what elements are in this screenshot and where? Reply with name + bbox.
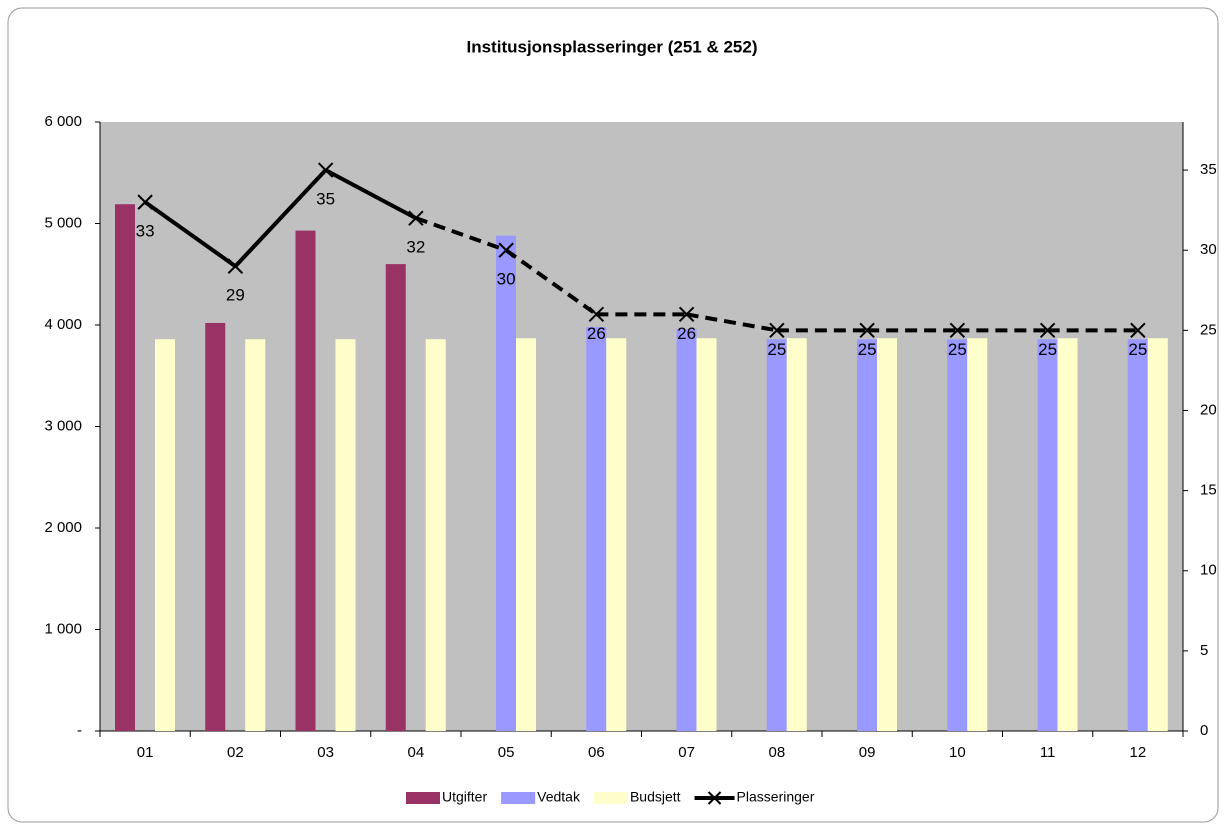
x-tick-label: 03	[317, 744, 334, 761]
x-tick-label: 04	[408, 744, 425, 761]
y-tick-label: 1 000	[44, 620, 82, 637]
data-label: 26	[587, 324, 606, 343]
y2-tick-label: 5	[1200, 642, 1208, 659]
legend-swatch	[406, 792, 440, 804]
plot-area	[100, 122, 1183, 731]
bar	[425, 339, 446, 731]
bar	[786, 338, 807, 731]
data-label: 30	[497, 270, 516, 289]
legend-swatch	[501, 792, 536, 804]
bar	[877, 338, 897, 731]
bar	[155, 339, 175, 731]
line-segment	[686, 312, 778, 333]
x-tick-label: 10	[949, 744, 966, 761]
y-tick-label: 5 000	[44, 214, 82, 231]
bar	[295, 230, 316, 732]
line-segment	[415, 216, 507, 253]
bar	[205, 322, 226, 731]
x-tick-label: 08	[769, 744, 786, 761]
legend-marker	[707, 791, 722, 805]
bar	[1037, 339, 1058, 731]
bar	[1057, 338, 1078, 731]
data-label: 32	[406, 238, 425, 257]
bar	[766, 339, 787, 731]
bar	[115, 204, 135, 732]
data-label: 33	[136, 222, 155, 241]
bar	[496, 235, 516, 731]
line-marker	[1130, 322, 1146, 339]
chart-title: Institusjonsplasseringer (251 & 252)	[467, 37, 758, 56]
line-marker	[498, 242, 514, 258]
x-tick-label: 02	[227, 744, 244, 761]
y-tick-label: 2 000	[44, 519, 82, 536]
y2-tick-label: 10	[1200, 562, 1217, 579]
legend-label: Budsjett	[630, 789, 681, 805]
x-tick-label: 12	[1130, 744, 1147, 761]
bar	[947, 339, 968, 731]
line-marker	[137, 194, 153, 210]
data-label: 25	[1128, 340, 1147, 359]
x-tick-label: 06	[588, 744, 605, 761]
x-tick-label: 09	[859, 744, 876, 761]
legend-label: Plasseringer	[737, 789, 815, 805]
line-marker	[408, 210, 424, 226]
y2-tick-label: 20	[1200, 401, 1217, 418]
bar	[1127, 339, 1148, 731]
data-label: 35	[316, 190, 335, 209]
line-marker	[678, 306, 695, 323]
y2-tick-label: 15	[1200, 482, 1217, 499]
bar	[586, 327, 607, 731]
bar	[335, 339, 356, 731]
bar	[606, 338, 627, 731]
data-label: 25	[1038, 340, 1057, 359]
legend-label: Utgifter	[442, 789, 487, 805]
bar	[676, 329, 697, 731]
line-segment	[143, 200, 237, 268]
line-marker	[588, 306, 605, 323]
line-marker	[1039, 322, 1056, 339]
bar	[516, 338, 536, 731]
y-tick-label: 4 000	[44, 316, 82, 333]
x-tick-label: 01	[137, 744, 154, 761]
x-tick-label: 05	[498, 744, 515, 761]
bar	[696, 338, 717, 731]
line-marker	[769, 322, 785, 339]
y2-tick-label: 0	[1200, 722, 1208, 739]
bar	[245, 339, 266, 731]
y-tick-label: -	[77, 722, 82, 739]
line-marker	[859, 322, 875, 339]
line-marker	[227, 258, 244, 274]
y2-tick-label: 30	[1200, 241, 1217, 258]
bar	[1147, 338, 1168, 731]
line-segment	[324, 168, 417, 220]
y-tick-label: 6 000	[44, 113, 82, 130]
data-label: 25	[858, 340, 877, 359]
legend-label: Vedtak	[537, 789, 581, 805]
data-label: 26	[677, 324, 696, 343]
data-label: 29	[226, 286, 245, 305]
data-label: 25	[948, 340, 967, 359]
line-marker	[317, 162, 334, 178]
line-marker	[949, 322, 966, 339]
y2-tick-label: 25	[1200, 321, 1217, 338]
x-tick-label: 11	[1040, 744, 1056, 761]
legend-swatch	[593, 792, 628, 804]
x-tick-label: 07	[678, 744, 695, 761]
line-segment	[233, 168, 328, 268]
y-tick-label: 3 000	[44, 417, 82, 434]
y2-tick-label: 35	[1200, 161, 1217, 178]
bar	[967, 338, 988, 731]
bar	[385, 264, 406, 731]
data-label: 25	[767, 340, 786, 359]
bar	[857, 339, 877, 731]
